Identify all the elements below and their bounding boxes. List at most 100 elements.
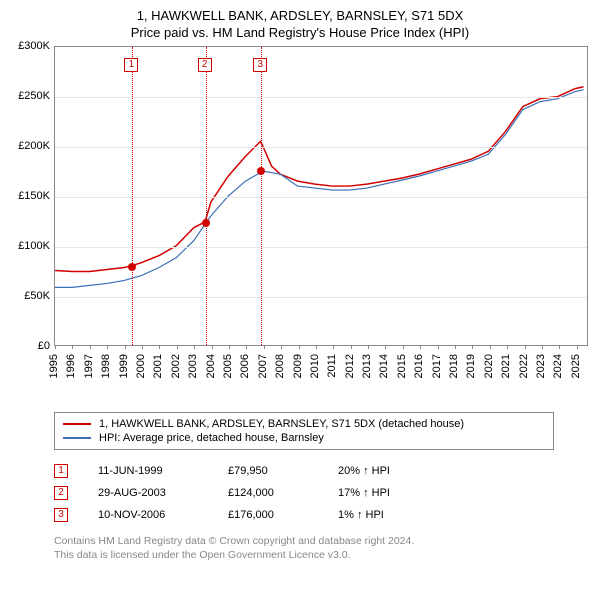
x-tick xyxy=(55,345,56,349)
x-tick xyxy=(542,345,543,349)
x-axis-label: 1999 xyxy=(118,354,130,378)
y-axis-label: £100K xyxy=(12,240,50,252)
x-tick xyxy=(264,345,265,349)
x-tick xyxy=(107,345,108,349)
legend-swatch xyxy=(63,437,91,439)
x-axis-label: 2002 xyxy=(170,354,182,378)
x-tick xyxy=(490,345,491,349)
series-price_paid xyxy=(55,87,584,272)
line-layer xyxy=(55,47,587,345)
x-tick xyxy=(90,345,91,349)
x-tick xyxy=(351,345,352,349)
footer-line2: This data is licensed under the Open Gov… xyxy=(54,548,574,562)
x-axis-label: 2016 xyxy=(413,354,425,378)
x-axis-label: 2015 xyxy=(396,354,408,378)
title-subtitle: Price paid vs. HM Land Registry's House … xyxy=(12,25,588,40)
x-tick xyxy=(403,345,404,349)
x-tick xyxy=(333,345,334,349)
x-tick xyxy=(507,345,508,349)
x-axis-label: 2021 xyxy=(500,354,512,378)
x-axis-label: 2009 xyxy=(292,354,304,378)
legend-row: HPI: Average price, detached house, Barn… xyxy=(63,431,545,445)
x-tick xyxy=(281,345,282,349)
x-axis-label: 2000 xyxy=(135,354,147,378)
y-axis-label: £200K xyxy=(12,140,50,152)
annotation-number: 1 xyxy=(54,464,68,478)
x-axis-label: 2013 xyxy=(361,354,373,378)
x-axis-label: 2020 xyxy=(483,354,495,378)
legend-row: 1, HAWKWELL BANK, ARDSLEY, BARNSLEY, S71… xyxy=(63,417,545,431)
title-block: 1, HAWKWELL BANK, ARDSLEY, BARNSLEY, S71… xyxy=(12,8,588,40)
x-tick xyxy=(142,345,143,349)
annotation-price: £176,000 xyxy=(228,509,338,521)
x-axis-label: 2022 xyxy=(518,354,530,378)
x-axis-label: 2023 xyxy=(535,354,547,378)
legend-label: HPI: Average price, detached house, Barn… xyxy=(99,432,324,444)
annotation-number: 3 xyxy=(54,508,68,522)
annotation-pct: 20% ↑ HPI xyxy=(338,465,458,477)
x-axis-label: 2008 xyxy=(274,354,286,378)
annotation-date: 29-AUG-2003 xyxy=(98,487,228,499)
x-tick xyxy=(177,345,178,349)
x-axis-label: 2001 xyxy=(152,354,164,378)
marker-line xyxy=(261,47,262,345)
annotation-row: 3 10-NOV-2006£176,0001% ↑ HPI xyxy=(54,504,554,526)
annotation-pct: 17% ↑ HPI xyxy=(338,487,458,499)
annotation-price: £124,000 xyxy=(228,487,338,499)
marker-point xyxy=(257,167,265,175)
marker-box: 3 xyxy=(253,58,267,72)
x-axis-label: 2007 xyxy=(257,354,269,378)
x-tick xyxy=(125,345,126,349)
annotation-date: 10-NOV-2006 xyxy=(98,509,228,521)
x-tick xyxy=(472,345,473,349)
gridline xyxy=(55,197,587,198)
x-tick xyxy=(159,345,160,349)
annotation-price: £79,950 xyxy=(228,465,338,477)
x-axis-label: 2014 xyxy=(378,354,390,378)
y-axis-label: £50K xyxy=(12,290,50,302)
x-axis-label: 2004 xyxy=(205,354,217,378)
x-tick xyxy=(212,345,213,349)
annotation-number: 2 xyxy=(54,486,68,500)
x-axis-label: 2018 xyxy=(448,354,460,378)
legend-label: 1, HAWKWELL BANK, ARDSLEY, BARNSLEY, S71… xyxy=(99,418,464,430)
annotation-row: 1 11-JUN-1999£79,95020% ↑ HPI xyxy=(54,460,554,482)
marker-box: 1 xyxy=(124,58,138,72)
x-tick xyxy=(420,345,421,349)
marker-point xyxy=(128,263,136,271)
x-tick xyxy=(246,345,247,349)
annotation-row: 2 29-AUG-2003£124,00017% ↑ HPI xyxy=(54,482,554,504)
x-tick xyxy=(455,345,456,349)
footer-line1: Contains HM Land Registry data © Crown c… xyxy=(54,534,574,548)
y-axis-label: £300K xyxy=(12,40,50,52)
x-tick xyxy=(72,345,73,349)
x-tick xyxy=(559,345,560,349)
x-axis-label: 2019 xyxy=(465,354,477,378)
x-axis-label: 1995 xyxy=(48,354,60,378)
x-tick xyxy=(438,345,439,349)
x-axis-label: 2017 xyxy=(431,354,443,378)
y-axis-label: £250K xyxy=(12,90,50,102)
chart-container: 1, HAWKWELL BANK, ARDSLEY, BARNSLEY, S71… xyxy=(0,0,600,590)
plot-area xyxy=(54,46,588,346)
annotation-table: 1 11-JUN-1999£79,95020% ↑ HPI 2 29-AUG-2003… xyxy=(54,460,554,526)
x-axis-label: 2011 xyxy=(326,354,338,378)
x-axis-label: 2012 xyxy=(344,354,356,378)
legend: 1, HAWKWELL BANK, ARDSLEY, BARNSLEY, S71… xyxy=(54,412,554,450)
marker-point xyxy=(202,219,210,227)
x-tick xyxy=(194,345,195,349)
annotation-date: 11-JUN-1999 xyxy=(98,465,228,477)
x-axis-label: 1997 xyxy=(83,354,95,378)
legend-swatch xyxy=(63,423,91,425)
x-axis-label: 1996 xyxy=(65,354,77,378)
y-axis-label: £0 xyxy=(12,340,50,352)
marker-line xyxy=(132,47,133,345)
chart-area: £0£50K£100K£150K£200K£250K£300K 19951996… xyxy=(12,46,588,376)
x-tick xyxy=(368,345,369,349)
series-hpi xyxy=(55,90,584,288)
x-axis-label: 2003 xyxy=(187,354,199,378)
marker-line xyxy=(206,47,207,345)
annotation-pct: 1% ↑ HPI xyxy=(338,509,458,521)
x-axis-label: 2025 xyxy=(570,354,582,378)
gridline xyxy=(55,247,587,248)
